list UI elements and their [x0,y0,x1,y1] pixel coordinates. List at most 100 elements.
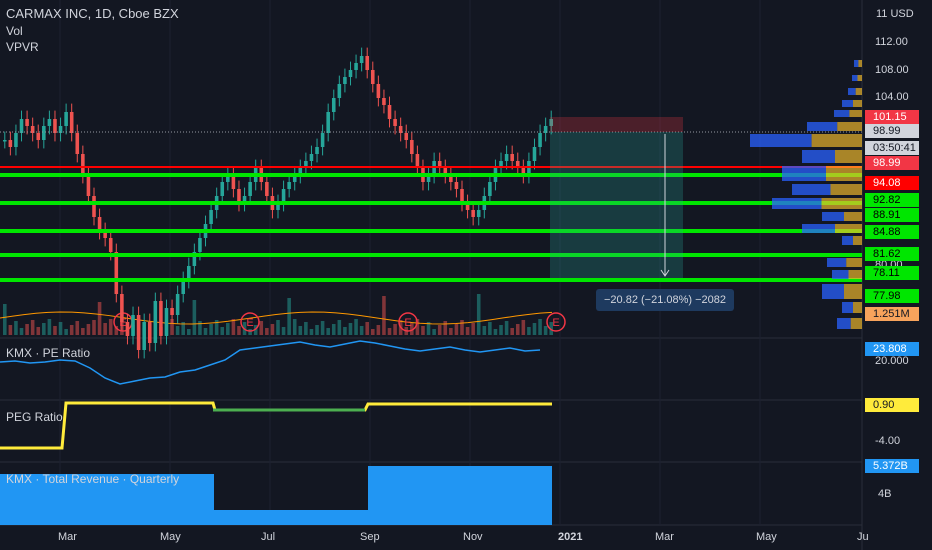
peg-ratio-line [0,401,552,450]
volume-bar [30,320,35,335]
currency-label[interactable]: 11 USD [876,8,914,20]
candle-body [348,70,353,77]
candle-body [404,133,409,140]
volume-bar [81,328,85,335]
vol-indicator-label[interactable]: Vol [6,24,23,38]
vpvr-bar-up [852,75,858,81]
volume-bar [97,302,102,335]
revenue-label[interactable]: KMX · Total Revenue · Quarterly [6,472,180,486]
volume-bar [8,325,13,335]
candle-body [471,210,475,217]
pe-ratio-label[interactable]: KMX · PE Ratio [6,346,91,360]
candle-body [53,119,57,133]
volume-bar [220,327,225,335]
price-tag: 98.99 [865,124,919,138]
candle-body [354,63,358,70]
volume-bar [476,294,481,335]
candle-body [142,322,146,350]
volume-bar [108,319,113,335]
candle-body [538,133,542,147]
earnings-marker-text: E [404,317,411,329]
volume-bar [309,329,314,335]
candle-body [415,154,420,168]
vpvr-bar-down [849,110,862,117]
volume-bar [532,323,537,335]
vpvr-bar-up [837,318,851,329]
volume-bar [460,320,464,335]
vpvr-bar-down [853,100,862,107]
candle-body [320,133,325,147]
volume-bar [259,321,264,335]
vpvr-bar-down [811,134,862,147]
vpvr-bar-down [844,212,862,221]
volume-bar [421,326,425,335]
candle-body [14,133,18,147]
candle-body [120,294,124,322]
vpvr-bar-down [850,318,862,329]
volume-bar [203,328,208,335]
volume-bar [449,328,453,335]
candle-body [8,140,13,147]
candle-body [437,161,442,168]
candle-body [543,126,548,133]
candle-body [376,84,381,98]
price-tag: 77.98 [865,289,919,303]
candle-body [382,98,386,105]
volume-bar [75,321,80,335]
candle-body [510,154,514,161]
volume-bar [432,329,436,335]
vpvr-bar-up [792,184,831,195]
candle-body [58,126,63,133]
measure-result-label[interactable]: −20.82 (−21.08%) −2082 [596,289,734,311]
rev-tick: 4B [878,488,892,500]
price-tag: 0.90 [865,398,919,412]
candle-body [499,161,503,168]
volume-bar [276,320,280,335]
vpvr-bar-down [844,284,862,299]
candle-body [30,126,35,133]
candle-body [170,308,174,315]
time-label: Mar [655,531,674,543]
vpvr-bar-down [837,122,862,131]
candle-body [281,189,286,203]
candle-body [298,168,303,175]
candle-body [304,161,308,168]
volume-bar [482,326,487,335]
peg-ratio-label[interactable]: PEG Ratio [6,410,63,424]
price-tick: 108.00 [875,64,909,76]
time-label: May [160,531,181,543]
vpvr-bar-up [842,236,853,245]
earnings-marker-icon [546,312,566,332]
volume-bar [326,328,330,335]
volume-bar [320,321,325,335]
time-label: Ju [857,531,869,543]
candle-body [125,322,130,336]
candle-body [398,126,403,133]
volume-bar [47,319,52,335]
candle-body [64,112,68,126]
target-zone [550,132,683,278]
volume-bar [114,326,119,335]
short-position-tool [550,117,683,278]
price-tag: 101.15 [865,110,919,124]
earnings-marker-icon [398,312,418,332]
vpvr-bar-down [830,184,862,195]
volume-bar [304,322,308,335]
price-tag: 88.91 [865,208,919,222]
volume-bar [270,324,275,335]
volume-bar [36,327,41,335]
vpvr-indicator-label[interactable]: VPVR [6,40,39,54]
vpvr-bar-down [853,236,862,245]
volume-bar [515,324,520,335]
symbol-title[interactable]: CARMAX INC, 1D, Cboe BZX [6,6,179,21]
candle-body [175,294,180,315]
volume-bar [292,319,297,335]
volume-bar [359,326,364,335]
earnings-marker-text: E [119,317,126,329]
candle-body [19,119,24,133]
candle-body [454,182,459,189]
candle-body [36,133,41,140]
time-label: Nov [463,531,483,543]
volume-bar [209,324,213,335]
